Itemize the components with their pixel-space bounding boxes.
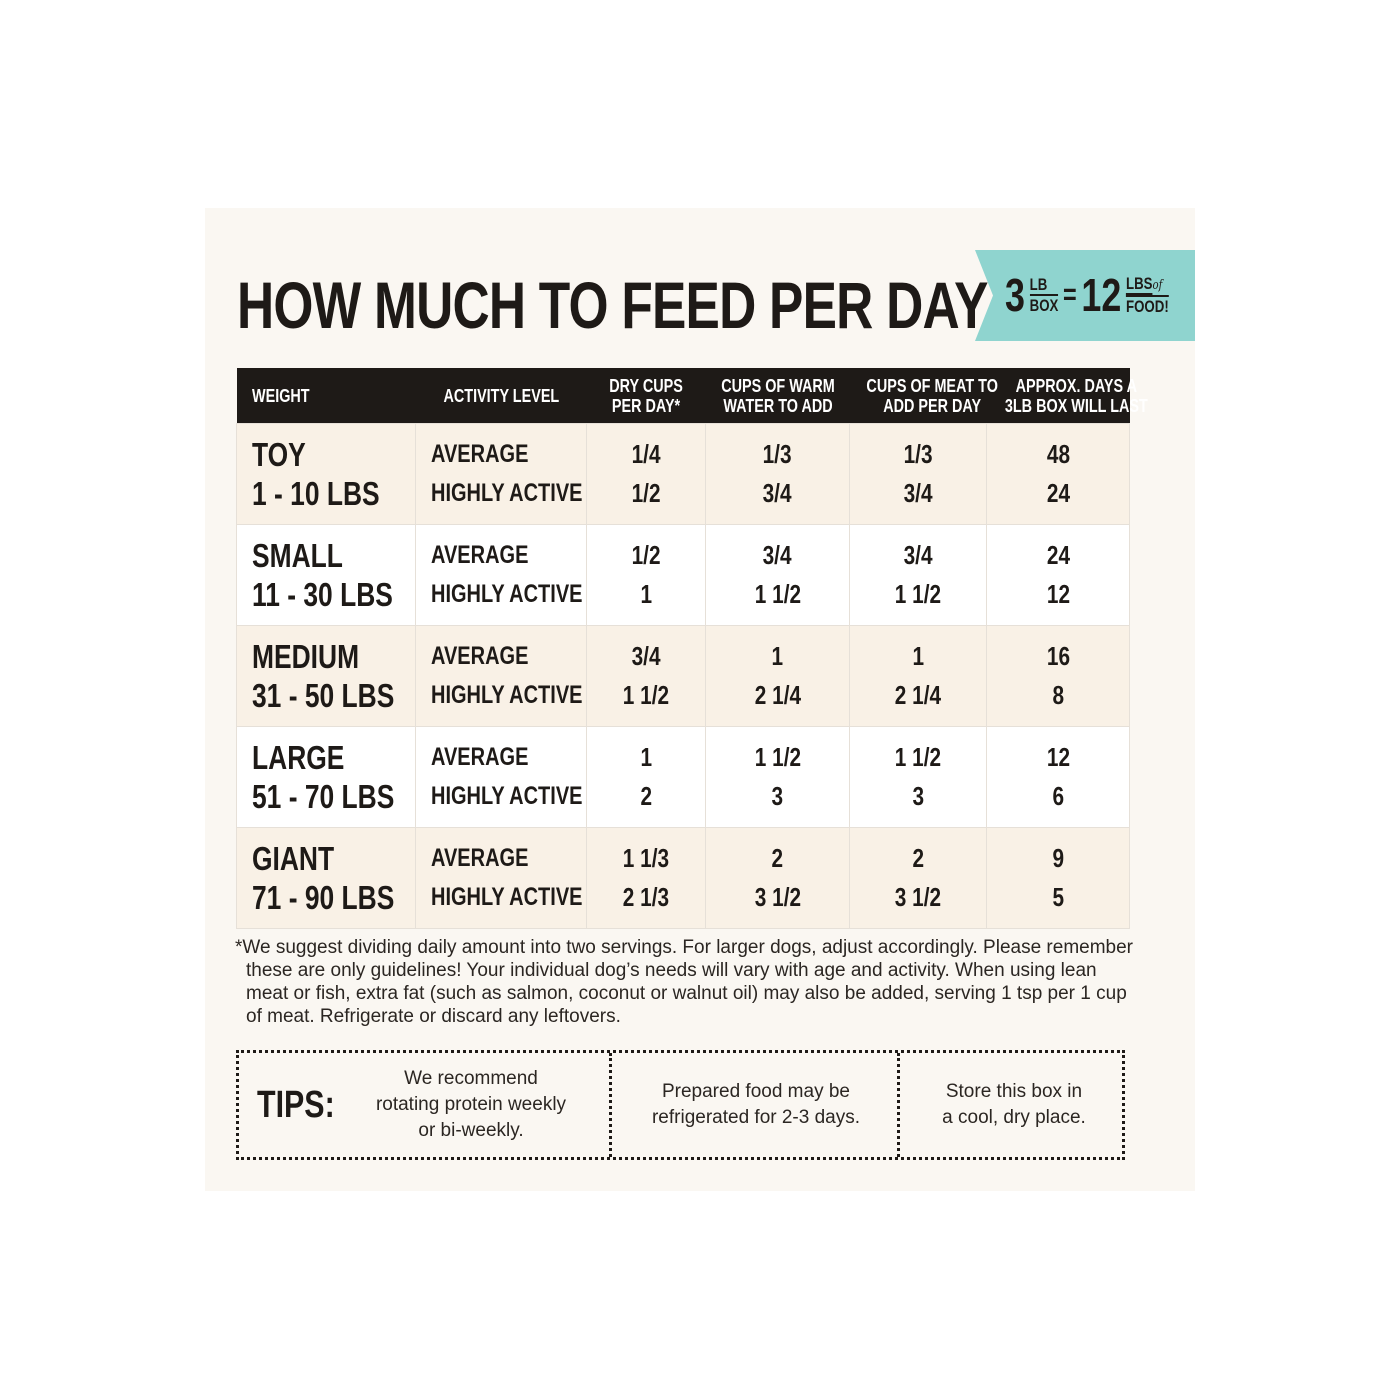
weight-cell: SMALL 11 - 30 LBS (236, 524, 416, 626)
dry-cups-cell: 1 1/3 2 1/3 (586, 827, 706, 929)
tip-rotate-protein: We recommend rotating protein weekly or bi… (375, 1068, 567, 1141)
page-title: HOW MUCH TO FEED PER DAY (237, 268, 988, 342)
water-cell: 1 1/2 3 (705, 726, 850, 828)
days-cell: 48 24 (986, 423, 1130, 525)
header-meat: CUPS OF MEAT TO ADD PER DAY (849, 368, 997, 424)
tip-refrigerate: Prepared food may be refrigerated for 2-3… (609, 1053, 900, 1157)
table-row: GIANT 71 - 90 LBS AVERAGE HIGHLY ACTIVE 1 … (236, 827, 1130, 929)
badge-box-unit: LB BOX (1029, 275, 1059, 315)
weight-cell: MEDIUM 31 - 50 LBS (236, 625, 416, 727)
meat-cell: 1 1/2 3 (849, 726, 987, 828)
table-row: MEDIUM 31 - 50 LBS AVERAGE HIGHLY ACTIVE 3… (236, 625, 1130, 727)
activity-cell: AVERAGE HIGHLY ACTIVE (415, 827, 587, 929)
water-cell: 1/3 3/4 (705, 423, 850, 525)
tips-label: TIPS: (257, 1084, 335, 1126)
water-cell: 3/4 1 1/2 (705, 524, 850, 626)
activity-cell: AVERAGE HIGHLY ACTIVE (415, 726, 587, 828)
badge-box-number: 3 (1005, 269, 1025, 321)
box-yield-badge: 3 LB BOX = 12 LBSof FOOD! (975, 250, 1195, 341)
activity-cell: AVERAGE HIGHLY ACTIVE (415, 625, 587, 727)
table-row: SMALL 11 - 30 LBS AVERAGE HIGHLY ACTIVE 1/… (236, 524, 1130, 626)
dry-cups-cell: 3/4 1 1/2 (586, 625, 706, 727)
weight-cell: GIANT 71 - 90 LBS (236, 827, 416, 929)
feeding-table: WEIGHT ACTIVITY LEVEL DRY CUPS PER DAY* C… (236, 368, 1147, 929)
days-cell: 24 12 (986, 524, 1130, 626)
days-cell: 12 6 (986, 726, 1130, 828)
days-cell: 16 8 (986, 625, 1130, 727)
header-days-last: APPROX. DAYS A 3LB BOX WILL LAST (986, 368, 1147, 424)
feeding-guide-card: HOW MUCH TO FEED PER DAY 3 LB BOX = 12 L… (205, 208, 1195, 1191)
dry-cups-cell: 1/2 1 (586, 524, 706, 626)
badge-food-number: 12 (1081, 269, 1122, 321)
weight-cell: TOY 1 - 10 LBS (236, 423, 416, 525)
header-activity-level: ACTIVITY LEVEL (415, 368, 587, 424)
meat-cell: 3/4 1 1/2 (849, 524, 987, 626)
tip-storage: Store this box in a cool, dry place. (897, 1053, 1128, 1157)
activity-cell: AVERAGE HIGHLY ACTIVE (415, 524, 587, 626)
table-row: TOY 1 - 10 LBS AVERAGE HIGHLY ACTIVE 1/4 1/… (236, 423, 1130, 525)
header-dry-cups: DRY CUPS PER DAY* (586, 368, 706, 424)
header-warm-water: CUPS OF WARM WATER TO ADD (705, 368, 850, 424)
badge-equals: = (1063, 278, 1077, 311)
footnote: *We suggest dividing daily amount into t… (235, 937, 1134, 1027)
dry-cups-cell: 1/4 1/2 (586, 423, 706, 525)
meat-cell: 1/3 3/4 (849, 423, 987, 525)
tips-box: TIPS: We recommend rotating protein weekl… (236, 1050, 1125, 1160)
badge-food-unit: LBSof FOOD! (1126, 274, 1169, 316)
weight-cell: LARGE 51 - 70 LBS (236, 726, 416, 828)
table-header-row: WEIGHT ACTIVITY LEVEL DRY CUPS PER DAY* C… (236, 368, 1147, 424)
activity-cell: AVERAGE HIGHLY ACTIVE (415, 423, 587, 525)
header-weight: WEIGHT (236, 368, 416, 424)
